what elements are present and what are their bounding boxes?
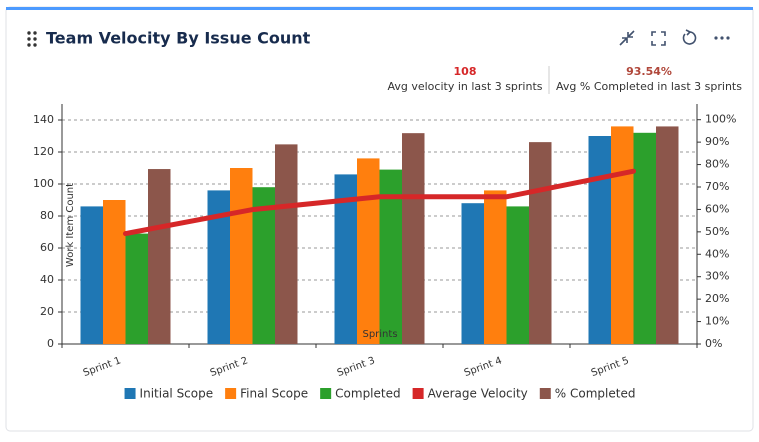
y-axis-title: Work Item Count [65, 183, 76, 267]
y-tick-label: 0 [47, 337, 54, 350]
y-tick-label: 120 [33, 145, 54, 158]
bar [461, 203, 484, 344]
y-tick-label: 60 [40, 241, 54, 254]
y2-tick-label: 100% [705, 113, 736, 126]
more-icon[interactable] [714, 36, 730, 40]
y-tick-label: 80 [40, 209, 54, 222]
bar [529, 142, 552, 344]
bar [588, 136, 611, 344]
bar [611, 126, 634, 345]
minimize-icon[interactable] [619, 30, 635, 46]
bar [633, 132, 656, 344]
drag-handle[interactable] [27, 31, 37, 47]
legend-label: % Completed [555, 387, 636, 401]
bar [506, 206, 529, 344]
legend-label: Average Velocity [428, 387, 528, 401]
y2-tick-label: 70% [705, 180, 729, 193]
x-axis-title: Sprints [362, 329, 397, 340]
bar [230, 168, 253, 344]
y-tick-label: 40 [40, 273, 54, 286]
refresh-icon[interactable] [682, 29, 697, 45]
bar [402, 133, 425, 344]
bar [656, 126, 679, 345]
card-accent [6, 7, 753, 10]
y2-tick-label: 10% [705, 315, 729, 328]
fullscreen-icon[interactable] [651, 31, 666, 46]
legend-label: Completed [335, 387, 400, 401]
legend-swatch [320, 388, 332, 399]
bar [148, 169, 171, 344]
y2-tick-label: 50% [705, 225, 729, 238]
bar [484, 190, 507, 344]
stat-value: 108 [454, 65, 477, 78]
legend-swatch [412, 388, 424, 399]
stat-label: Avg velocity in last 3 sprints [387, 80, 542, 93]
y-tick-label: 140 [33, 113, 54, 126]
y-tick-label: 100 [33, 177, 54, 190]
legend-label: Final Scope [240, 387, 308, 401]
bar [103, 200, 126, 344]
stat-value: 93.54% [626, 65, 672, 78]
y-tick-label: 20 [40, 305, 54, 318]
y2-tick-label: 20% [705, 292, 729, 305]
bar [125, 233, 148, 344]
y2-tick-label: 0% [705, 337, 722, 350]
stat-label: Avg % Completed in last 3 sprints [556, 80, 742, 93]
bar [275, 144, 298, 344]
line [123, 168, 636, 237]
bar [334, 174, 357, 344]
legend-swatch [539, 388, 551, 399]
legend-swatch [225, 388, 237, 399]
y2-tick-label: 30% [705, 270, 729, 283]
bar [207, 190, 230, 344]
bar [252, 187, 275, 344]
widget-title: Team Velocity By Issue Count [46, 29, 311, 48]
bar [80, 206, 103, 344]
y2-tick-label: 60% [705, 202, 729, 215]
y2-tick-label: 80% [705, 158, 729, 171]
y2-tick-label: 90% [705, 135, 729, 148]
bar [357, 158, 380, 344]
y2-tick-label: 40% [705, 247, 729, 260]
bar [379, 169, 402, 344]
legend-label: Initial Scope [140, 387, 214, 401]
legend-swatch [124, 388, 136, 399]
